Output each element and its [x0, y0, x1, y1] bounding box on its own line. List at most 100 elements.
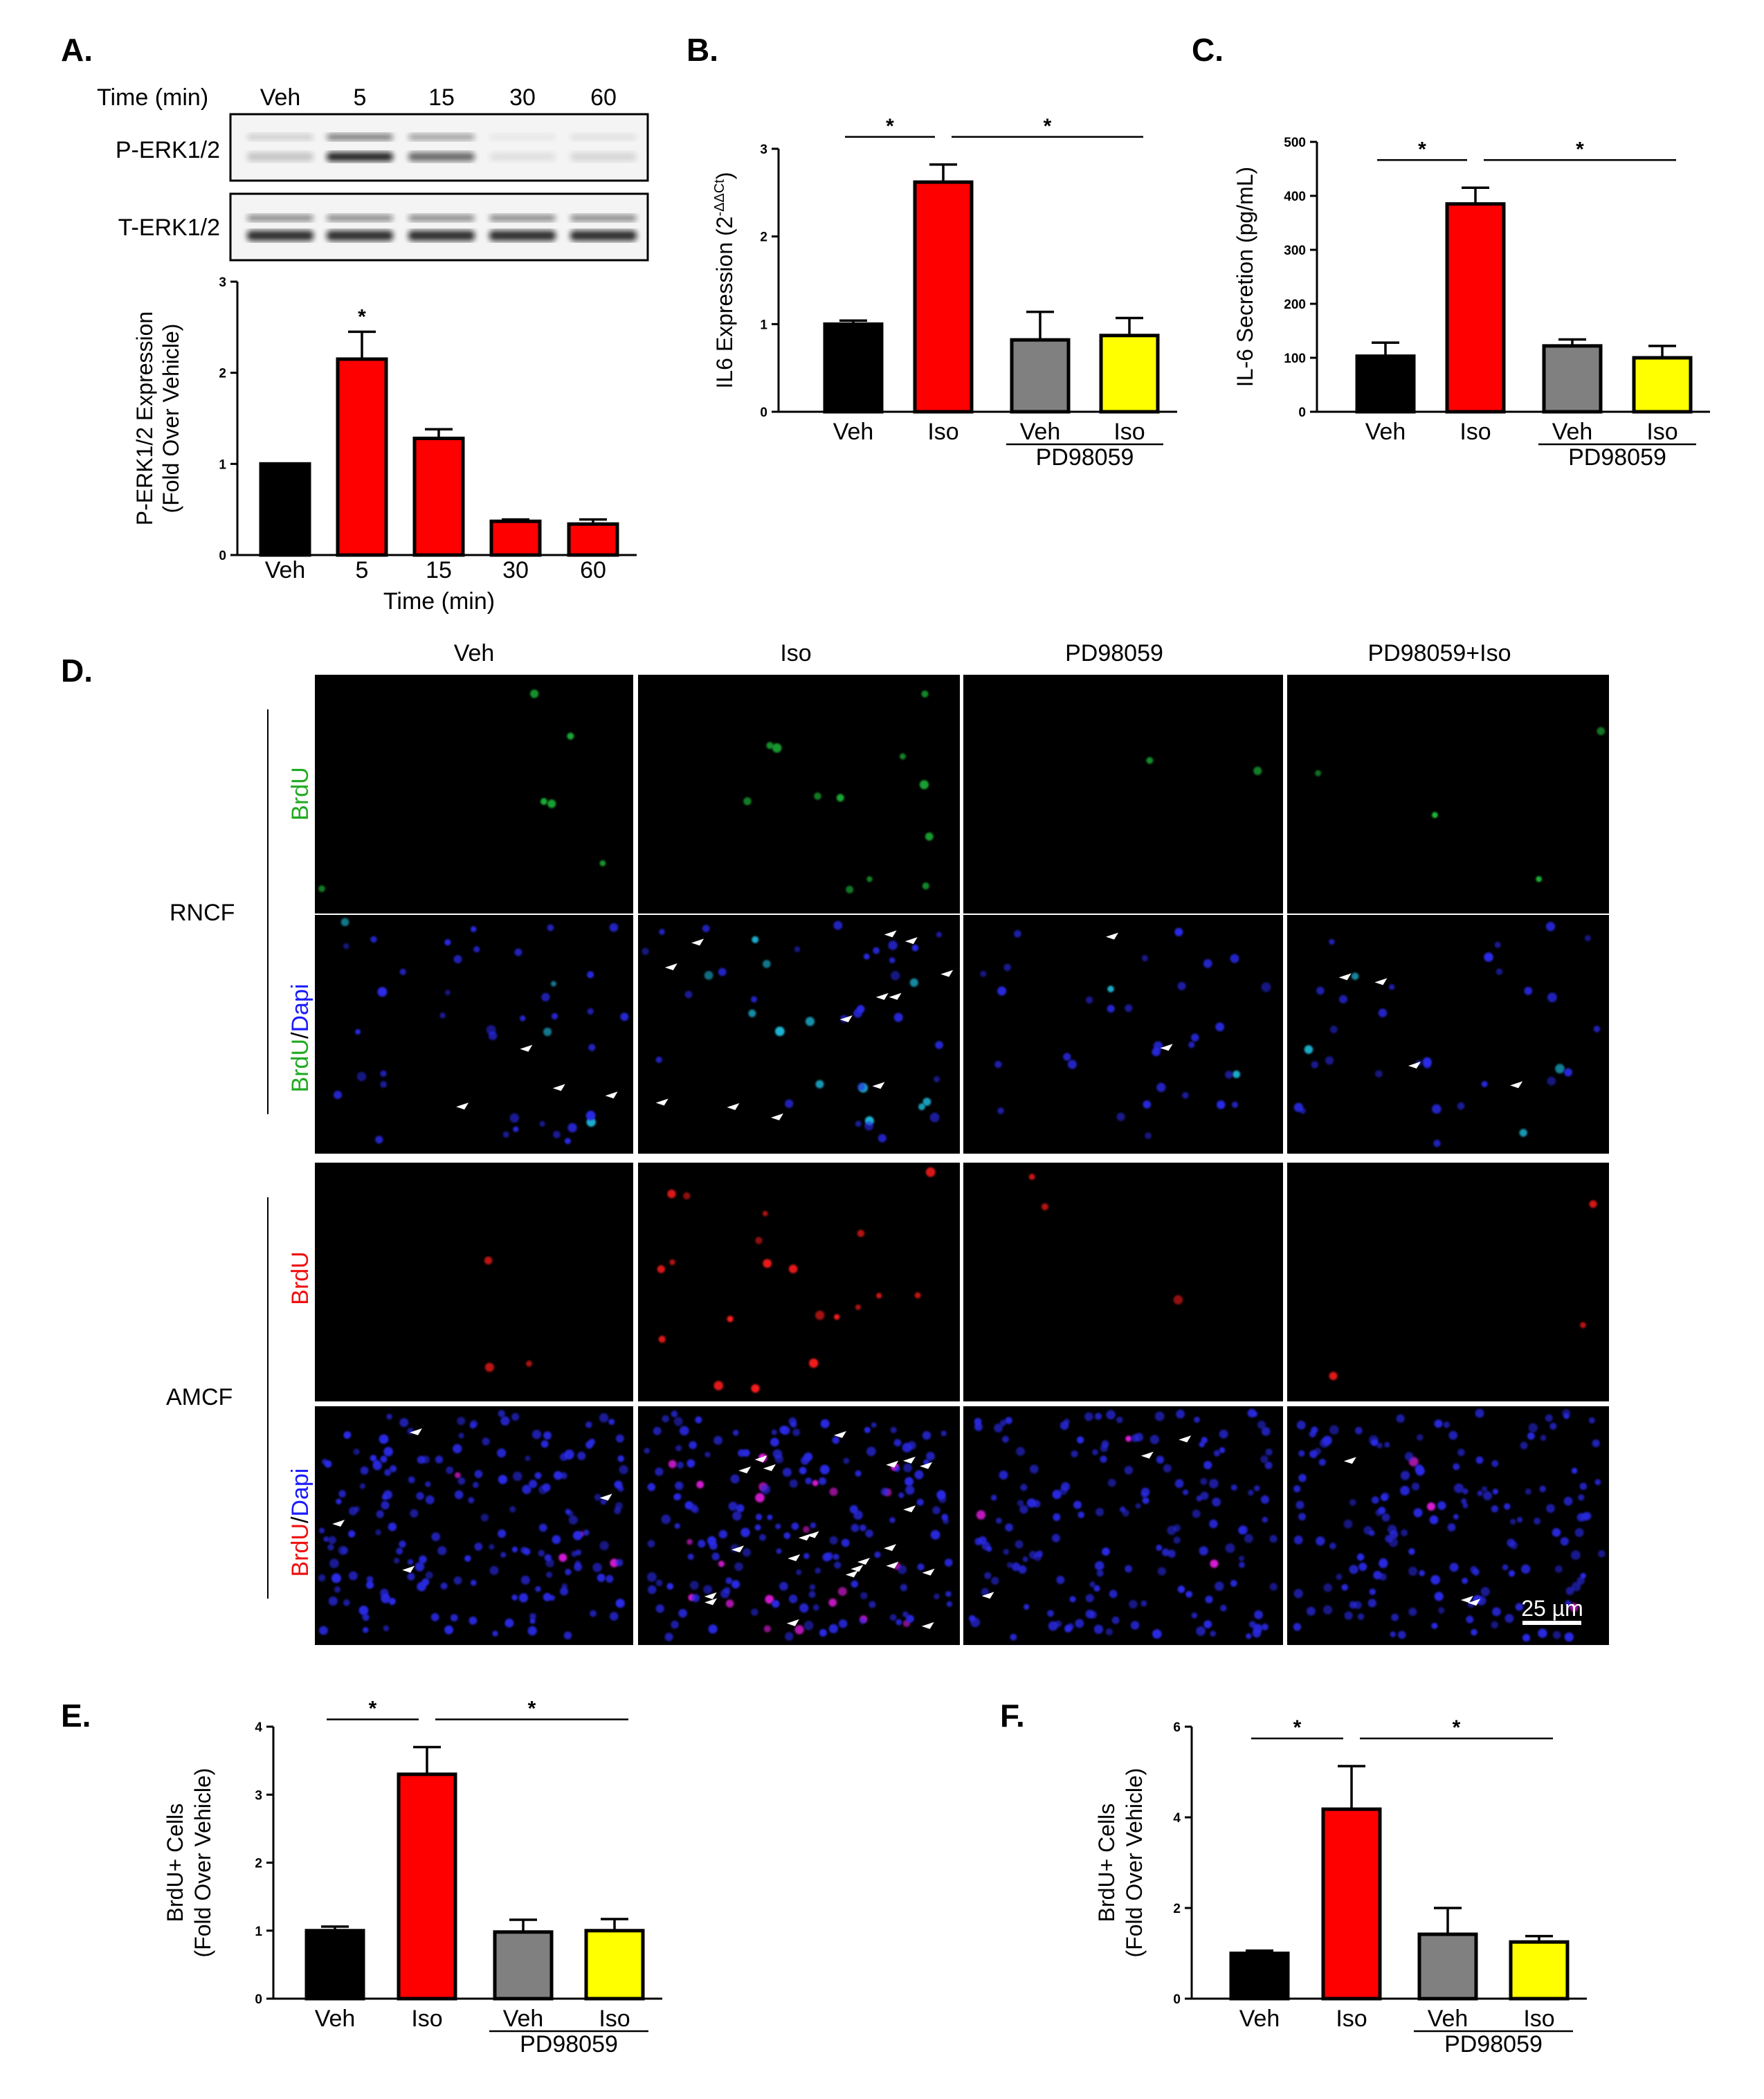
- cell-nucleus: [1391, 1613, 1399, 1621]
- cell-nucleus: [1491, 1621, 1498, 1629]
- cell-nucleus: [644, 1448, 650, 1454]
- cell-nucleus: [1563, 1413, 1570, 1419]
- cell-nucleus: [567, 732, 574, 740]
- micro-tile: [1287, 1163, 1609, 1401]
- blot-band: [570, 152, 637, 161]
- cell-nucleus: [1329, 938, 1335, 945]
- cell-nucleus: [829, 1487, 838, 1496]
- micro-tile: [638, 1406, 960, 1645]
- cell-nucleus: [1565, 1600, 1572, 1607]
- cell-nucleus: [728, 1501, 738, 1511]
- cell-nucleus: [1201, 1437, 1208, 1444]
- cell-nucleus: [809, 1584, 816, 1590]
- arrowhead-marker: [922, 1568, 935, 1576]
- cell-nucleus: [1461, 1498, 1467, 1505]
- cell-nucleus: [863, 953, 870, 960]
- significance-star: *: [886, 115, 894, 138]
- cell-nucleus: [1109, 1590, 1118, 1599]
- y-tick-label: 100: [1284, 352, 1306, 366]
- cell-nucleus: [388, 1523, 397, 1532]
- cell-nucleus: [855, 1470, 862, 1477]
- cell-nucleus: [1306, 1606, 1316, 1616]
- cell-nucleus: [453, 955, 462, 963]
- cell-nucleus: [380, 1588, 389, 1598]
- cell-nucleus: [934, 1593, 940, 1599]
- cell-nucleus: [1219, 1429, 1228, 1439]
- cell-nucleus: [1546, 1504, 1555, 1514]
- arrowhead-marker: [520, 1044, 533, 1052]
- cell-nucleus: [1492, 1607, 1501, 1617]
- cell-nucleus: [1453, 1463, 1460, 1471]
- cell-nucleus: [785, 1099, 794, 1108]
- cell-nucleus: [484, 1363, 495, 1372]
- arrowhead-marker: [655, 1098, 669, 1106]
- cell-nucleus: [574, 1563, 583, 1572]
- cell-nucleus: [1519, 1129, 1527, 1137]
- cell-nucleus: [553, 1131, 561, 1138]
- cell-nucleus: [689, 1504, 698, 1512]
- cell-nucleus: [1230, 1579, 1237, 1587]
- cell-nucleus: [1594, 1479, 1601, 1486]
- cell-nucleus: [1472, 1568, 1480, 1576]
- cell-nucleus: [834, 1561, 842, 1569]
- arrowhead-marker: [664, 963, 678, 970]
- cell-nucleus: [1564, 1068, 1572, 1077]
- cell-nucleus: [925, 1167, 936, 1177]
- micro-tile: [963, 675, 1283, 914]
- cell-nucleus: [1438, 1607, 1445, 1614]
- x-category-label: Veh: [833, 419, 874, 445]
- arrowhead-marker: [886, 1561, 899, 1569]
- bar: [823, 322, 884, 414]
- cell-nucleus: [1154, 1411, 1165, 1421]
- cell-nucleus: [1323, 1583, 1332, 1592]
- cell-nucleus: [609, 923, 619, 932]
- cell-nucleus: [914, 1292, 921, 1299]
- cell-nucleus: [1125, 1435, 1132, 1442]
- cell-nucleus: [1295, 1500, 1304, 1509]
- cell-nucleus: [1565, 1586, 1574, 1595]
- cell-nucleus: [902, 1611, 909, 1617]
- cell-nucleus: [564, 1138, 571, 1145]
- cell-nucleus: [999, 1470, 1008, 1480]
- cell-nucleus: [740, 1527, 750, 1538]
- micro-row-label: BrdU/Dapi: [287, 984, 313, 1093]
- cell-nucleus: [1413, 1508, 1423, 1518]
- cell-nucleus: [1482, 1491, 1493, 1500]
- cell-nucleus: [1404, 1452, 1414, 1461]
- cell-nucleus: [356, 1071, 367, 1082]
- cell-nucleus: [1262, 1516, 1269, 1523]
- y-axis-label: (Fold Over Vehicle): [158, 324, 183, 514]
- cell-nucleus: [1584, 935, 1591, 942]
- x-category-label: Veh: [1365, 419, 1406, 445]
- cell-nucleus: [571, 1550, 578, 1557]
- cell-nucleus: [671, 1410, 678, 1417]
- cell-nucleus: [389, 1465, 397, 1473]
- x-category-label: 60: [580, 557, 606, 583]
- cell-nucleus: [1545, 922, 1556, 932]
- x-category-label: Iso: [599, 2006, 630, 2032]
- group-label: PD98059: [1036, 444, 1134, 471]
- cell-nucleus: [669, 1259, 675, 1266]
- cell-nucleus: [1177, 981, 1186, 990]
- x-category-label: Iso: [1460, 419, 1491, 445]
- cell-nucleus: [1481, 1486, 1488, 1492]
- cell-nucleus: [1085, 996, 1093, 1004]
- cell-nucleus: [1003, 1549, 1010, 1555]
- cell-nucleus: [1116, 1416, 1123, 1424]
- cell-nucleus: [730, 1474, 740, 1484]
- cell-nucleus: [1502, 1564, 1509, 1571]
- y-tick-label: 0: [219, 549, 226, 563]
- cell-nucleus: [936, 932, 943, 938]
- cell-nucleus: [509, 1113, 520, 1123]
- cell-nucleus: [1163, 1464, 1172, 1473]
- cell-nucleus: [1449, 1563, 1459, 1572]
- cell-nucleus: [1316, 986, 1325, 995]
- cell-nucleus: [1261, 1427, 1271, 1436]
- cell-nucleus: [727, 1316, 734, 1323]
- cell-nucleus: [1238, 1555, 1245, 1562]
- y-tick-label: 3: [219, 275, 226, 290]
- cell-nucleus: [815, 1568, 821, 1574]
- cell-nucleus: [500, 1552, 507, 1558]
- x-category-label: Iso: [927, 419, 958, 445]
- cell-nucleus: [941, 1514, 949, 1521]
